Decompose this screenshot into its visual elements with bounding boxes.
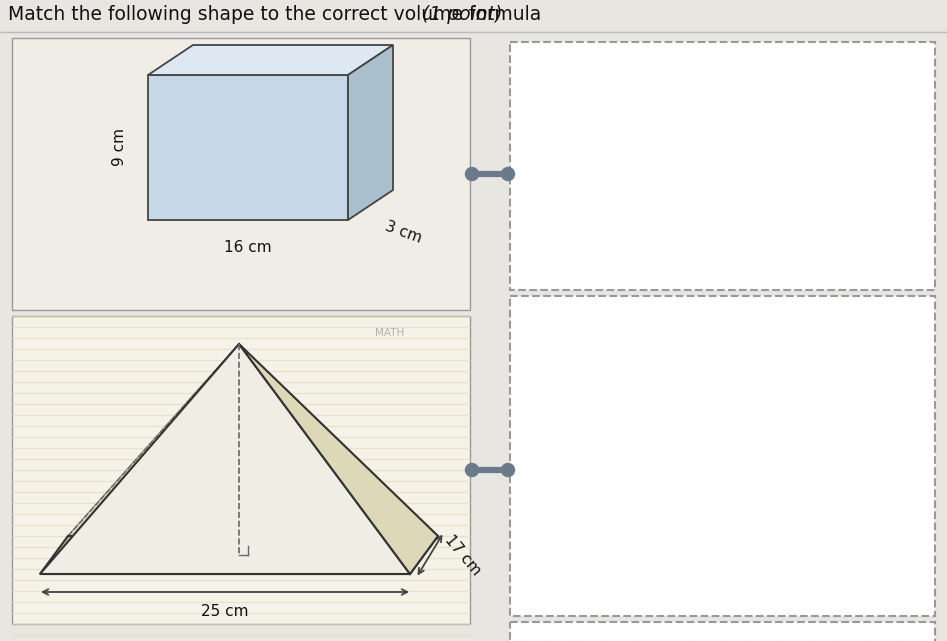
Polygon shape [148,45,393,75]
Text: MATH: MATH [375,328,404,338]
Circle shape [466,463,478,476]
Polygon shape [239,344,438,574]
Polygon shape [40,536,438,574]
FancyBboxPatch shape [12,38,470,310]
Text: Match the following shape to the correct volume formula: Match the following shape to the correct… [8,5,542,24]
Text: 17 cm: 17 cm [442,532,484,578]
Text: 9 cm: 9 cm [113,128,128,167]
Circle shape [502,463,514,476]
Text: (1 point): (1 point) [409,5,502,24]
Polygon shape [40,344,239,574]
Polygon shape [68,344,438,536]
FancyBboxPatch shape [510,296,935,616]
Circle shape [502,167,514,181]
FancyBboxPatch shape [510,622,935,641]
Circle shape [466,167,478,181]
Text: 16 cm: 16 cm [224,240,272,255]
Text: 25 cm: 25 cm [202,604,249,619]
Polygon shape [148,75,348,220]
Polygon shape [40,344,410,574]
Text: 3 cm: 3 cm [383,219,423,246]
FancyBboxPatch shape [510,42,935,290]
Text: 12 cm: 12 cm [176,442,224,457]
FancyBboxPatch shape [12,316,470,624]
Polygon shape [348,45,393,220]
